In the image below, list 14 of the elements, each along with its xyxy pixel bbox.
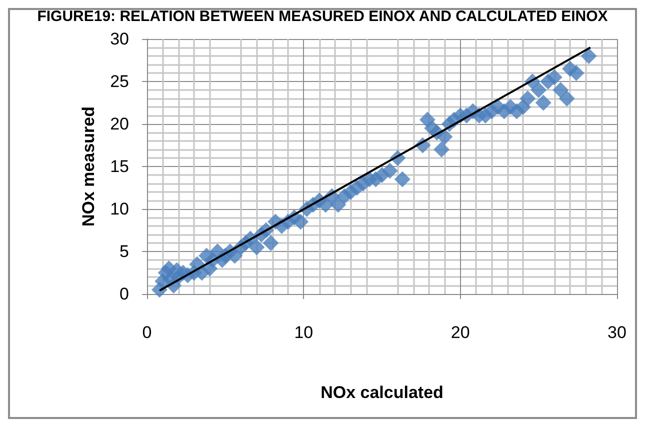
- chart-title: FIGURE19: RELATION BETWEEN MEASURED EINOX AND CALCULATED EINOX: [37, 8, 608, 25]
- y-tick-label: 0: [120, 284, 129, 304]
- x-tick-label: 20: [450, 323, 470, 342]
- y-tick-label: 20: [110, 114, 129, 134]
- y-tick-label: 10: [110, 200, 129, 218]
- y-axis-title: NOx measured: [79, 106, 98, 226]
- y-tick-label: 15: [110, 157, 129, 176]
- x-tick-label: 0: [142, 323, 152, 342]
- y-tick-label: 5: [120, 242, 129, 261]
- x-axis-title: NOx calculated: [320, 383, 444, 402]
- x-tick-label: 10: [294, 323, 314, 342]
- y-tick-label: 30: [110, 30, 129, 48]
- x-tick-label: 30: [608, 323, 626, 342]
- y-tick-label: 25: [110, 72, 129, 91]
